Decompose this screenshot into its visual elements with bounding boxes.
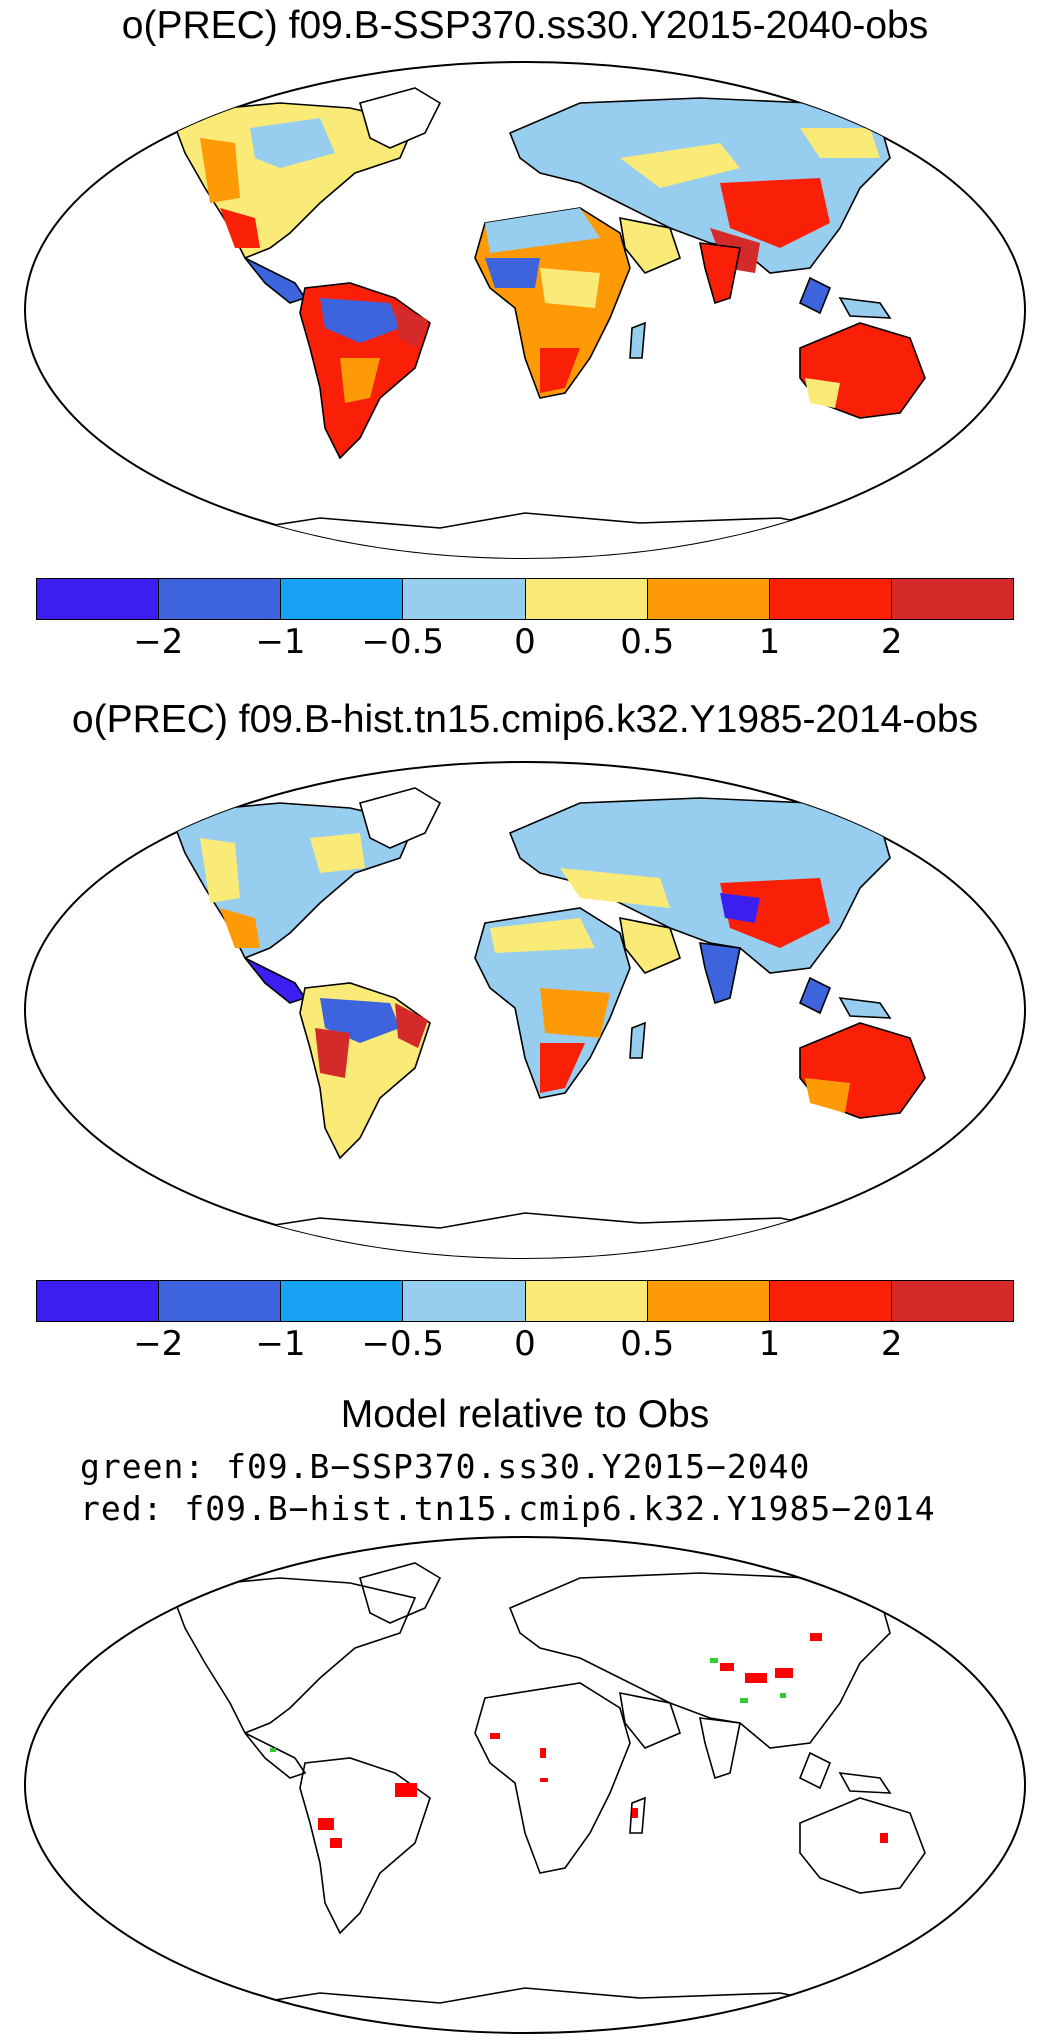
colorbar-tick-label: 0.5 xyxy=(620,1324,675,1364)
world-map-comparison xyxy=(24,1536,1026,2034)
colorbar-segment xyxy=(769,1281,892,1321)
colorbar-tick-label: −2 xyxy=(133,622,184,662)
colorbar-segment xyxy=(769,579,892,619)
colorbar-segment xyxy=(37,1281,160,1321)
colorbar-segment xyxy=(647,579,770,619)
colorbar-tick-label: 0.5 xyxy=(620,622,675,662)
colorbar-tick-label: −1 xyxy=(255,1324,306,1364)
red-legend-line: red: f09.B−hist.tn15.cmip6.k32.Y1985−201… xyxy=(80,1489,936,1528)
colorbar-segment xyxy=(525,579,648,619)
colorbar-tick-label: 1 xyxy=(758,1324,781,1364)
colorbar-2-ticks: −2 −1 −0.5 0 0.5 1 2 xyxy=(36,1324,1014,1368)
colorbar-tick-label: −0.5 xyxy=(361,622,445,662)
world-map-hist xyxy=(24,761,1026,1259)
colorbar-2 xyxy=(36,1280,1014,1322)
colorbar-segment xyxy=(891,579,1013,619)
world-map-ssp370 xyxy=(24,61,1026,559)
colorbar-tick-label: 0 xyxy=(514,1324,536,1364)
colorbar-segment xyxy=(891,1281,1013,1321)
panel-1-title: o(PREC) f09.B-SSP370.ss30.Y2015-2040-obs xyxy=(121,4,929,47)
colorbar-tick-label: 2 xyxy=(880,622,903,662)
green-legend-line: green: f09.B−SSP370.ss30.Y2015−2040 xyxy=(80,1447,811,1486)
colorbar-1-ticks: −2 −1 −0.5 0 0.5 1 2 xyxy=(36,622,1014,666)
colorbar-segment xyxy=(159,1281,282,1321)
panel-2-title: o(PREC) f09.B-hist.tn15.cmip6.k32.Y1985-… xyxy=(71,698,979,741)
colorbar-segment xyxy=(403,579,526,619)
colorbar-segment xyxy=(37,579,160,619)
colorbar-tick-label: −1 xyxy=(255,622,306,662)
colorbar-segment xyxy=(281,1281,404,1321)
colorbar-tick-label: 2 xyxy=(880,1324,903,1364)
colorbar-tick-label: −0.5 xyxy=(361,1324,445,1364)
colorbar-tick-label: 0 xyxy=(514,622,536,662)
colorbar-segment xyxy=(647,1281,770,1321)
colorbar-segment xyxy=(281,579,404,619)
colorbar-segment xyxy=(525,1281,648,1321)
difference-markers xyxy=(270,1633,888,1848)
colorbar-segment xyxy=(403,1281,526,1321)
colorbar-segment xyxy=(159,579,282,619)
comparison-title: Model relative to Obs xyxy=(340,1393,710,1436)
colorbar-tick-label: 1 xyxy=(758,622,781,662)
colorbar-tick-label: −2 xyxy=(133,1324,184,1364)
colorbar-1 xyxy=(36,578,1014,620)
